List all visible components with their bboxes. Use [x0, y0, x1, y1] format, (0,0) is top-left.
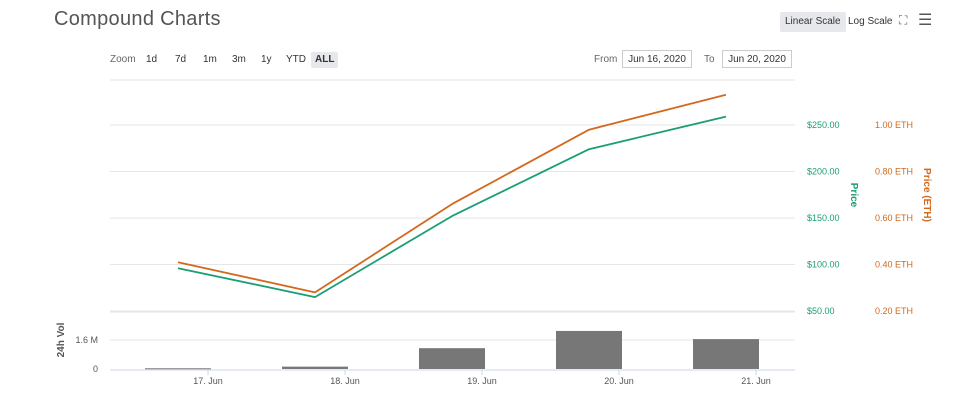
x-tick-label: 19. Jun [467, 376, 497, 386]
x-tick-label: 21. Jun [741, 376, 771, 386]
zoom-all-button[interactable]: ALL [311, 52, 339, 68]
linear-scale-button[interactable]: Linear Scale [780, 12, 846, 32]
y-axis-title-eth: Price (ETH) [921, 168, 932, 222]
price-usd-line [177, 115, 727, 299]
zoom-1m-button[interactable]: 1m [203, 54, 217, 65]
zoom-label: Zoom [110, 54, 136, 65]
zoom-7d-button[interactable]: 7d [175, 54, 187, 65]
x-tick-label: 18. Jun [330, 376, 360, 386]
y-tick-label-eth: 0.80 ETH [875, 167, 913, 177]
y-tick-label-eth: 1.00 ETH [875, 120, 913, 130]
y-tick-label-usd: $150.00 [807, 213, 840, 223]
fullscreen-icon[interactable]: ⛶ [899, 13, 908, 27]
volume-bar [282, 366, 348, 369]
y-tick-label-eth: 0.60 ETH [875, 213, 913, 223]
volume-bar [556, 330, 622, 369]
y-tick-label-eth: 0.20 ETH [875, 306, 913, 316]
log-scale-button[interactable]: Log Scale [848, 16, 893, 27]
zoom-1d-button[interactable]: 1d [146, 54, 158, 65]
y-axis-title-usd: Price [848, 183, 859, 208]
y-axis-title-vol: 24h Vol [56, 322, 67, 357]
price-eth-line [177, 93, 727, 294]
page-title: Compound Charts [54, 8, 221, 30]
volume-bar [419, 348, 485, 369]
y-tick-label-usd: $200.00 [807, 167, 840, 177]
zoom-3m-button[interactable]: 3m [232, 54, 246, 65]
menu-icon[interactable]: ☰ [918, 12, 933, 29]
y-tick-label-usd: $50.00 [807, 306, 835, 316]
to-date-input[interactable]: Jun 20, 2020 [722, 50, 792, 68]
y-tick-label-eth: 0.40 ETH [875, 260, 913, 270]
x-tick-label: 17. Jun [193, 376, 223, 386]
from-label: From [594, 54, 618, 65]
to-label: To [704, 54, 715, 65]
zoom-ytd-button[interactable]: YTD [286, 54, 306, 65]
y-tick-label-vol: 1.6 M [75, 335, 98, 345]
volume-bar [693, 339, 759, 369]
y-tick-label-vol: 0 [93, 364, 98, 374]
from-date-input[interactable]: Jun 16, 2020 [622, 50, 692, 68]
y-tick-label-usd: $100.00 [807, 260, 840, 270]
y-tick-label-usd: $250.00 [807, 120, 840, 130]
zoom-1y-button[interactable]: 1y [261, 54, 272, 65]
x-tick-label: 20. Jun [604, 376, 634, 386]
volume-bar [145, 368, 211, 370]
